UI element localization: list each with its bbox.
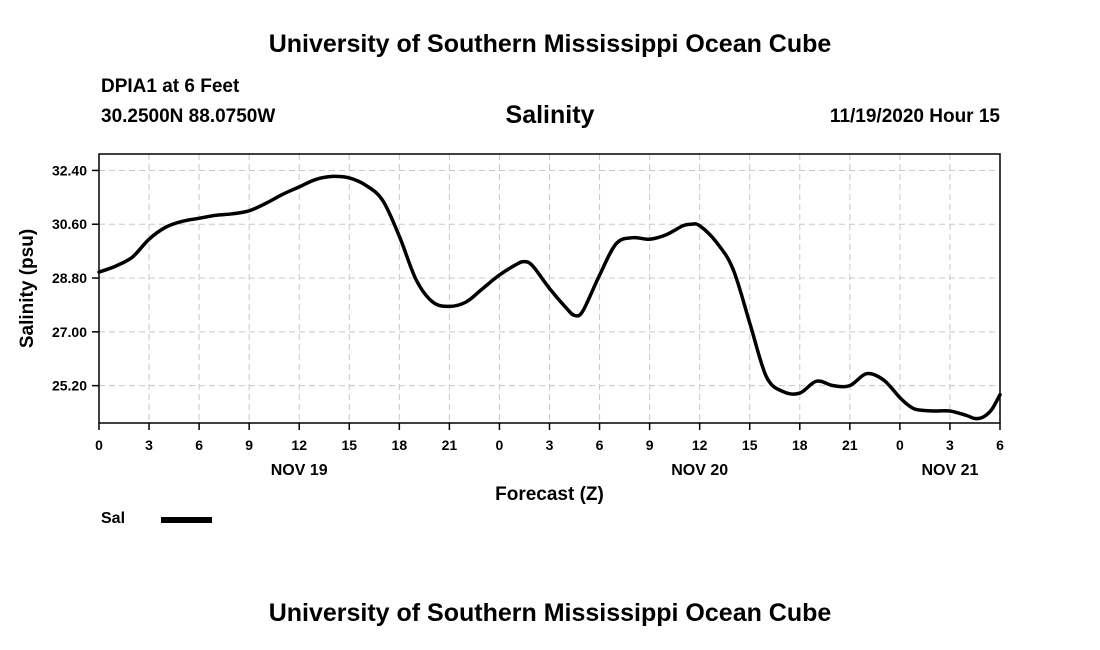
- y-tick-label: 28.80: [52, 270, 87, 286]
- x-tick-label: 18: [792, 437, 808, 453]
- legend-swatch: [161, 517, 212, 523]
- x-tick-label: 3: [145, 437, 153, 453]
- legend-label: Sal: [101, 510, 126, 527]
- x-tick-label: 18: [392, 437, 408, 453]
- x-tick-label: 0: [896, 437, 904, 453]
- x-tick-label: 21: [842, 437, 858, 453]
- x-tick-label: 0: [496, 437, 504, 453]
- day-label: NOV 19: [271, 462, 328, 479]
- x-tick-label: 15: [742, 437, 758, 453]
- series-layer: [97, 174, 1002, 421]
- x-tick-label: 6: [996, 437, 1004, 453]
- coordinates-label: 30.2500N 88.0750W: [101, 106, 276, 127]
- x-tick-label: 9: [245, 437, 253, 453]
- datetime-label: 11/19/2020 Hour 15: [829, 106, 1000, 127]
- station-label: DPIA1 at 6 Feet: [101, 76, 240, 97]
- day-label: NOV 20: [671, 462, 728, 479]
- y-tick-label: 32.40: [52, 162, 87, 178]
- x-tick-label: 3: [946, 437, 954, 453]
- x-tick-label: 12: [291, 437, 307, 453]
- x-tick-label: 9: [646, 437, 654, 453]
- x-tick-label: 12: [692, 437, 708, 453]
- y-tick-label: 25.20: [52, 378, 87, 394]
- x-tick-label: 15: [341, 437, 357, 453]
- x-axis-label: Forecast (Z): [495, 484, 604, 505]
- axes: 0 3 6 9 12 15 18 21 0 3 6 9 12 15 18 21 0 3 6 25.20 27.00 28.…: [52, 162, 1004, 479]
- y-tick-label: 30.60: [52, 216, 87, 232]
- x-tick-label: 0: [95, 437, 103, 453]
- y-axis-label: Salinity (psu): [17, 229, 38, 348]
- x-tick-label: 3: [546, 437, 554, 453]
- day-label: NOV 21: [921, 462, 978, 479]
- x-tick-label: 6: [596, 437, 604, 453]
- y-tick-label: 27.00: [52, 324, 87, 340]
- series-line-sal: [97, 174, 1002, 421]
- chart-title: University of Southern Mississippi Ocean…: [268, 30, 832, 58]
- x-tick-label: 21: [442, 437, 458, 453]
- footer-title: University of Southern Mississippi Ocean…: [268, 599, 832, 627]
- x-tick-label: 6: [195, 437, 203, 453]
- variable-title: Salinity: [505, 101, 595, 129]
